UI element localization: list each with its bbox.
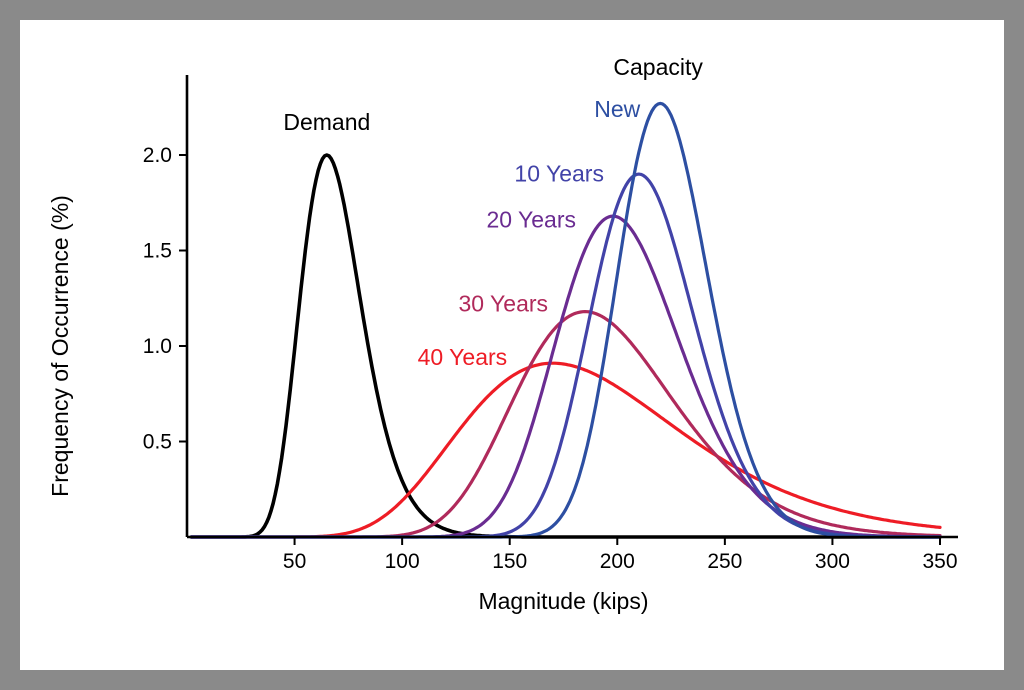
annotation-40-years: 40 Years [418,344,508,370]
capacity-demand-distribution-chart: 50 100 150 200 250 300 350 0.5 1.0 1.5 2.0 Magnitud… [47,54,958,614]
annotation-capacity: Capacity [613,54,703,80]
y-tick-label: 0.5 [143,431,172,454]
y-tick-label: 2.0 [143,144,172,167]
x-tick-label: 100 [385,550,420,573]
x-tick-label: 350 [922,550,957,573]
x-tick-label: 150 [492,550,527,573]
y-axis-title: Frequency of Occurrence (%) [47,195,73,497]
y-tick-label: 1.5 [143,240,172,263]
y-tick-label: 1.0 [143,335,172,358]
chart-panel: 50 100 150 200 250 300 350 0.5 1.0 1.5 2.0 Magnitud… [20,20,1004,670]
annotation-20-years: 20 Years [486,207,576,233]
x-tick-label: 250 [707,550,742,573]
x-tick-label: 50 [283,550,306,573]
annotation-10-years: 10 Years [514,161,604,187]
x-axis-title: Magnitude (kips) [478,588,648,614]
annotation-new: New [594,96,640,122]
x-tick-label: 300 [815,550,850,573]
annotation-30-years: 30 Years [458,291,548,317]
x-tick-label: 200 [600,550,635,573]
annotation-demand: Demand [283,109,370,135]
